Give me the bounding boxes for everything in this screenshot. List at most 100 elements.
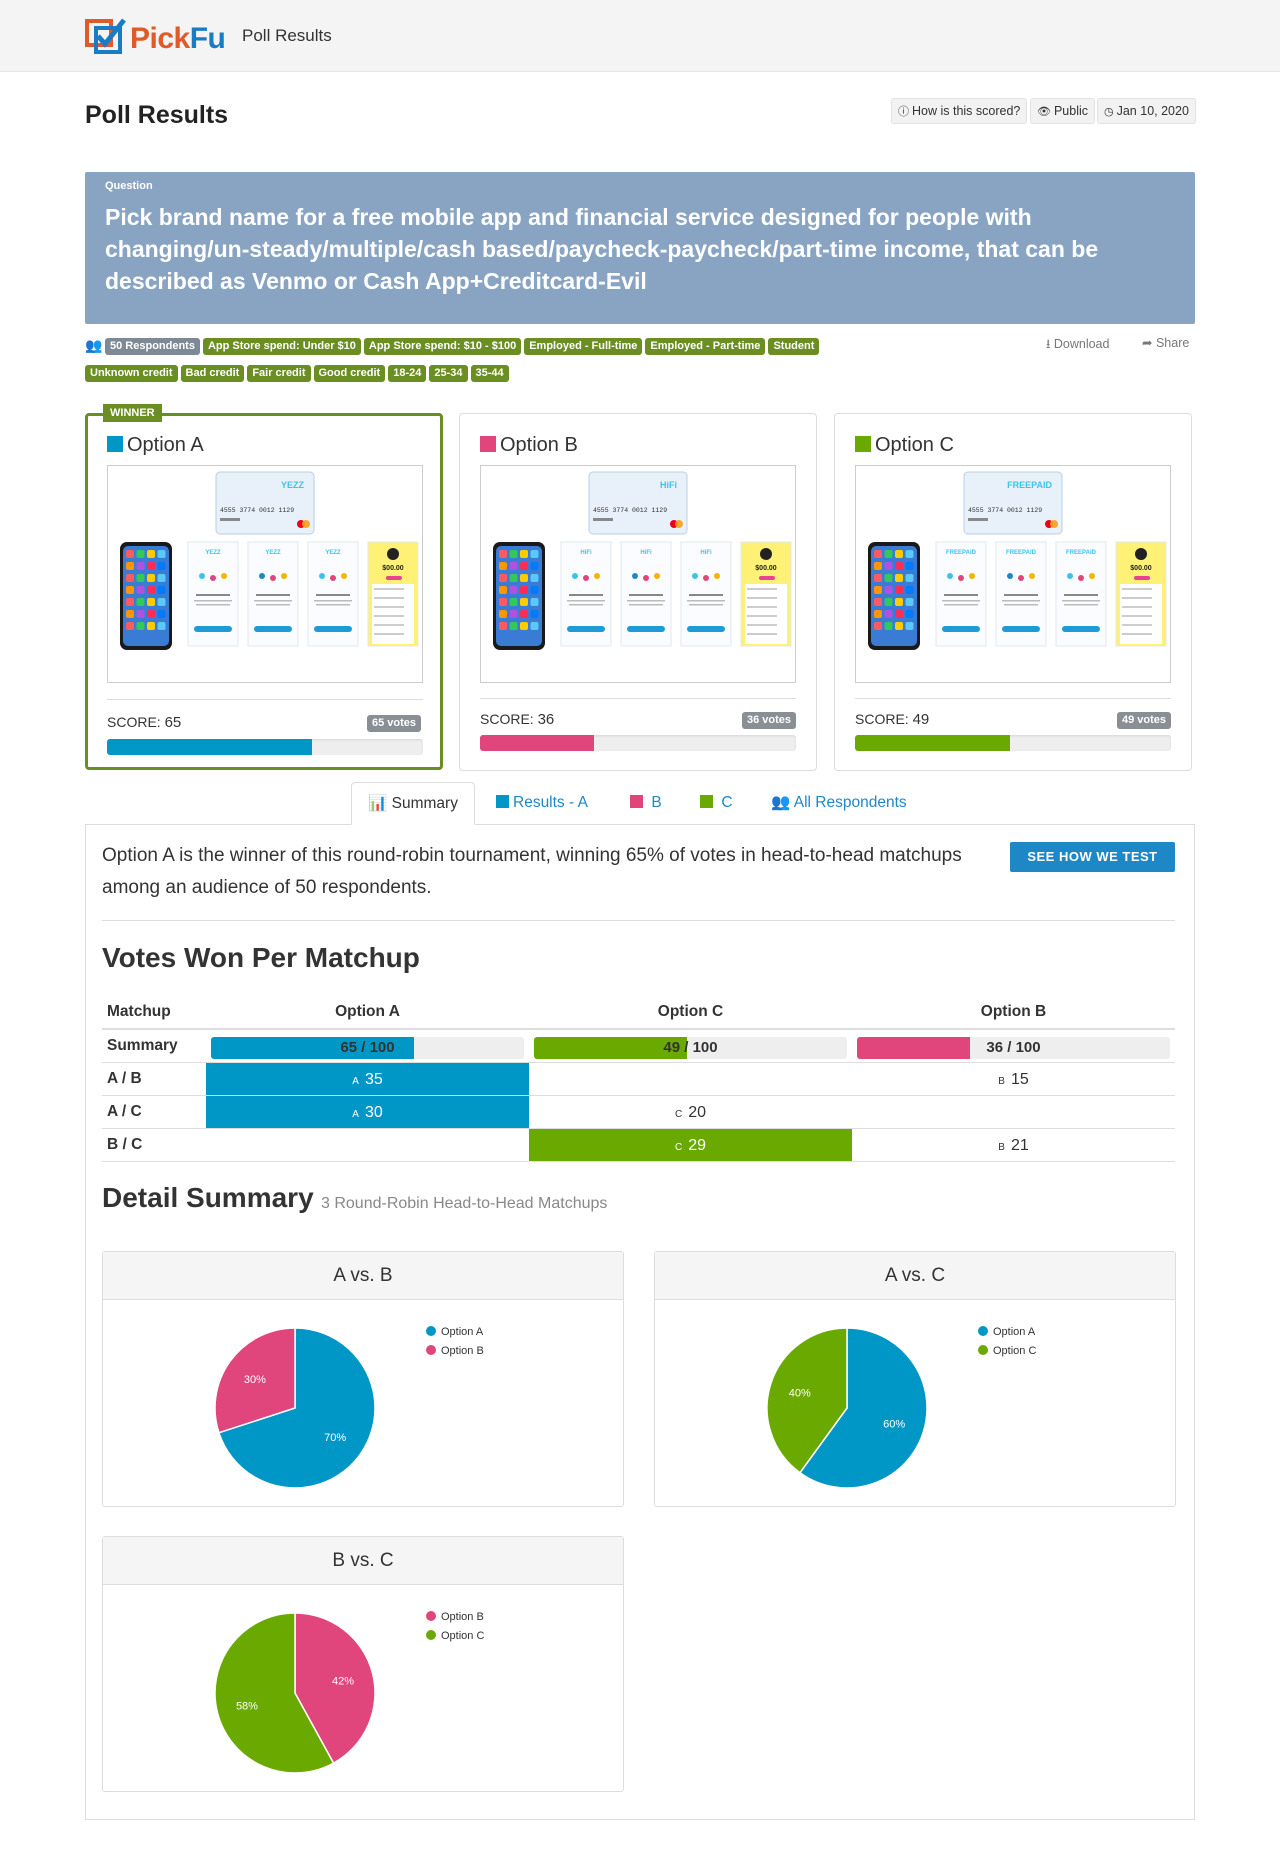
top-navbar: PickFu Poll Results: [0, 0, 1280, 72]
cell-letter: B: [998, 1141, 1005, 1153]
filter-tag: Good credit: [313, 365, 386, 382]
legend-swatch: [978, 1326, 988, 1336]
tab-results-a[interactable]: Results - A: [496, 782, 588, 825]
option-image[interactable]: YEZZ 4555 3774 0012 1129 YEZZ YEZZ YEZZ $00.0…: [107, 465, 423, 683]
cell-value: 15: [1010, 1070, 1029, 1088]
option-card-a[interactable]: Option A YEZZ 4555 3774 0012 1129 YEZZ YEZZ…: [85, 413, 443, 770]
score-bar: [855, 735, 1171, 751]
option-name: Option C: [875, 434, 954, 456]
download-icon: ⭳: [1046, 337, 1051, 351]
divider: [107, 699, 423, 700]
legend-swatch: [426, 1345, 436, 1355]
users-icon: 👥: [771, 794, 791, 811]
pie-chart-title: A vs. C: [655, 1252, 1175, 1300]
legend-item[interactable]: Option C: [978, 1345, 1036, 1357]
audience-filters: 👥 50 Respondents App Store spend: Under $1…: [85, 336, 915, 390]
filter-tag: 25-34: [429, 365, 468, 382]
score-label: SCORE:: [480, 711, 534, 727]
see-how-we-test-button[interactable]: SEE HOW WE TEST: [1010, 842, 1175, 872]
share-link[interactable]: ➦ Share: [1142, 335, 1189, 350]
summary-bar-label: 36 / 100: [986, 1039, 1041, 1056]
option-name: Option B: [500, 434, 578, 456]
tab-panel: [85, 824, 1195, 1820]
legend-swatch: [426, 1611, 436, 1621]
tab-all-respondents[interactable]: 👥 All Respondents: [771, 782, 907, 825]
filter-tag: 18-24: [388, 365, 427, 382]
pie-slice[interactable]: [294, 1612, 376, 1765]
column-header: Option B: [852, 996, 1175, 1030]
column-header: Matchup: [102, 996, 206, 1030]
app-mockup-illustration: HiFi 4555 3774 0012 1129 HiFi HiFi HiFi $00.0…: [493, 471, 792, 650]
option-title: Option C: [855, 434, 954, 457]
option-card-c[interactable]: Option C FREEPAID 4555 3774 0012 1129 FREE…: [834, 413, 1192, 771]
pickfu-logo[interactable]: PickFu: [84, 16, 234, 58]
legend-item[interactable]: Option A: [978, 1326, 1035, 1338]
table-row-summary: Summary 65 / 100 49 / 100 36 / 100: [102, 1029, 1175, 1063]
tab-all-label: All Respondents: [793, 794, 907, 811]
cell-value: 30: [364, 1103, 383, 1121]
option-a-swatch: [496, 795, 509, 808]
info-icon: ⓘ: [898, 106, 909, 118]
summary-bar-label: 49 / 100: [663, 1039, 718, 1056]
legend-swatch: [426, 1630, 436, 1640]
option-c-swatch: [700, 795, 713, 808]
matchup-cell: C 20: [529, 1095, 852, 1129]
pie-slice[interactable]: [217, 1327, 376, 1489]
legend-label: Option A: [441, 1326, 484, 1338]
matchup-cell: A 30: [206, 1095, 529, 1129]
pie-chart-title: A vs. B: [103, 1252, 623, 1300]
divider: [480, 698, 796, 699]
cell-letter: A: [352, 1108, 359, 1120]
score-bar: [107, 739, 423, 755]
option-score: SCORE: 65: [107, 714, 181, 731]
tab-results-b[interactable]: B: [630, 782, 662, 825]
legend-item[interactable]: Option A: [426, 1326, 483, 1338]
divider: [102, 920, 1175, 921]
matchup-cell: B 15: [852, 1062, 1175, 1096]
legend-swatch: [978, 1345, 988, 1355]
cell-letter: B: [998, 1075, 1005, 1087]
filter-tag: Unknown credit: [85, 365, 178, 382]
pie-slice[interactable]: [766, 1327, 848, 1474]
svg-text:4555 3774 0012 1129: 4555 3774 0012 1129: [593, 507, 667, 514]
legend-item[interactable]: Option C: [426, 1630, 484, 1642]
filter-tag: Bad credit: [180, 365, 245, 382]
score-label: SCORE:: [107, 714, 161, 730]
legend-item[interactable]: Option B: [426, 1611, 484, 1623]
table-header-row: Matchup Option A Option C Option B: [102, 996, 1175, 1030]
svg-text:YEZZ: YEZZ: [205, 550, 221, 556]
tab-results-label: Results -: [513, 794, 578, 811]
option-card-b[interactable]: Option B HiFi 4555 3774 0012 1129 HiFi HiFi…: [459, 413, 817, 771]
share-icon: ➦: [1142, 336, 1153, 350]
download-link[interactable]: ⭳ Download: [1046, 335, 1109, 356]
pie-chart: 70% 30%: [214, 1327, 376, 1489]
win-cell: A 30: [206, 1095, 529, 1128]
checkbox-logo-icon: [85, 18, 126, 54]
row-label: A / B: [102, 1062, 206, 1096]
pie-slice[interactable]: [214, 1327, 296, 1434]
navbar-page-label: Poll Results: [242, 26, 332, 45]
app-mockup-illustration: FREEPAID 4555 3774 0012 1129 FREEPAID FREEP…: [868, 471, 1167, 650]
column-header: Option C: [529, 996, 852, 1030]
detail-summary-title: Detail Summary: [102, 1182, 314, 1213]
tab-a-label: A: [577, 794, 588, 811]
option-score: SCORE: 36: [480, 711, 554, 728]
legend-item[interactable]: Option B: [426, 1345, 484, 1357]
option-image[interactable]: FREEPAID 4555 3774 0012 1129 FREEPAID FREEP…: [855, 465, 1171, 683]
brand-word-pick: Pick: [130, 22, 190, 55]
option-image[interactable]: HiFi 4555 3774 0012 1129 HiFi HiFi HiFi $00.0…: [480, 465, 796, 683]
tab-summary[interactable]: 📊 Summary: [351, 782, 475, 825]
pie-slice[interactable]: [798, 1327, 928, 1489]
results-tabs: 📊 Summary Results - A B C 👥 All Responde…: [85, 782, 1195, 825]
tab-results-c[interactable]: C: [700, 782, 733, 825]
score-bar-fill: [855, 735, 1010, 751]
score-value: 36: [537, 711, 555, 728]
pie-chart-panel: A vs. C 60% 40% Option A Option C: [654, 1251, 1176, 1507]
how-scored-button[interactable]: ⓘ How is this scored?: [891, 98, 1028, 124]
clock-icon: ◷: [1104, 106, 1114, 118]
cell-value: 35: [364, 1070, 383, 1088]
svg-text:HiFi: HiFi: [700, 550, 712, 556]
pie-slice[interactable]: [214, 1612, 335, 1774]
filter-tag: App Store spend: Under $10: [202, 338, 361, 355]
share-label: Share: [1155, 336, 1190, 350]
